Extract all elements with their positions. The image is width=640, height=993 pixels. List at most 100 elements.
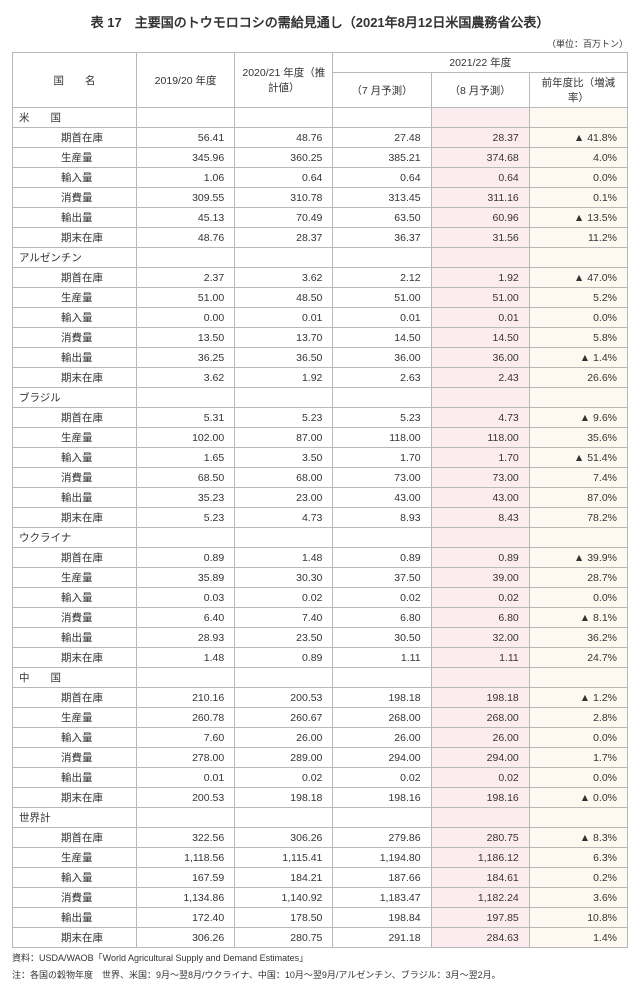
- header-aug: （8 月予測）: [431, 73, 529, 108]
- cell-2020: 48.76: [235, 128, 333, 148]
- header-2020: 2020/21 年度（推計値）: [235, 53, 333, 108]
- cell-pct: ▲ 1.4%: [529, 348, 627, 368]
- cell-jul: 37.50: [333, 568, 431, 588]
- metric-label: 輸出量: [13, 208, 137, 228]
- cell-2020: 70.49: [235, 208, 333, 228]
- cell-pct: 7.4%: [529, 468, 627, 488]
- cell-pct: 0.0%: [529, 168, 627, 188]
- cell-pct: ▲ 51.4%: [529, 448, 627, 468]
- metric-label: 期末在庫: [13, 508, 137, 528]
- cell-2019: 5.23: [137, 508, 235, 528]
- cell-jul: 1.11: [333, 648, 431, 668]
- cell-2019: 1.48: [137, 648, 235, 668]
- cell-2019: 56.41: [137, 128, 235, 148]
- metric-label: 輸出量: [13, 768, 137, 788]
- cell-pct: 0.0%: [529, 728, 627, 748]
- cell-jul: 36.00: [333, 348, 431, 368]
- metric-label: 生産量: [13, 288, 137, 308]
- cell-pct: 0.1%: [529, 188, 627, 208]
- cell-pct: 26.6%: [529, 368, 627, 388]
- metric-label: 消費量: [13, 748, 137, 768]
- cell-jul: 118.00: [333, 428, 431, 448]
- cell-2020: 289.00: [235, 748, 333, 768]
- cell-aug: 0.01: [431, 308, 529, 328]
- metric-label: 輸入量: [13, 588, 137, 608]
- metric-label: 輸入量: [13, 868, 137, 888]
- cell-aug: 26.00: [431, 728, 529, 748]
- cell-2020: 7.40: [235, 608, 333, 628]
- header-country: 国 名: [13, 53, 137, 108]
- cell-aug: 198.18: [431, 688, 529, 708]
- metric-label: 期首在庫: [13, 688, 137, 708]
- country-name: 米 国: [13, 108, 137, 128]
- cell-aug: 198.16: [431, 788, 529, 808]
- cell-2020: 0.64: [235, 168, 333, 188]
- metric-label: 期末在庫: [13, 788, 137, 808]
- cell-jul: 198.18: [333, 688, 431, 708]
- cell-pct: ▲ 0.0%: [529, 788, 627, 808]
- cell-aug: 374.68: [431, 148, 529, 168]
- metric-label: 消費量: [13, 188, 137, 208]
- cell-2020: 4.73: [235, 508, 333, 528]
- cell-pct: ▲ 41.8%: [529, 128, 627, 148]
- cell-aug: 43.00: [431, 488, 529, 508]
- cell-jul: 1,183.47: [333, 888, 431, 908]
- cell-jul: 8.93: [333, 508, 431, 528]
- cell-2019: 6.40: [137, 608, 235, 628]
- cell-2019: 0.00: [137, 308, 235, 328]
- cell-aug: 8.43: [431, 508, 529, 528]
- cell-aug: 0.89: [431, 548, 529, 568]
- cell-2020: 260.67: [235, 708, 333, 728]
- cell-2019: 278.00: [137, 748, 235, 768]
- cell-2020: 198.18: [235, 788, 333, 808]
- cell-pct: 36.2%: [529, 628, 627, 648]
- metric-label: 輸出量: [13, 908, 137, 928]
- table-header: 国 名 2019/20 年度 2020/21 年度（推計値） 2021/22 年…: [13, 53, 628, 108]
- cell-2020: 200.53: [235, 688, 333, 708]
- cell-2019: 51.00: [137, 288, 235, 308]
- cell-2019: 0.01: [137, 768, 235, 788]
- country-name: 世界計: [13, 808, 137, 828]
- cell-aug: 311.16: [431, 188, 529, 208]
- cell-aug: 284.63: [431, 928, 529, 948]
- cell-2020: 3.62: [235, 268, 333, 288]
- cell-aug: 184.61: [431, 868, 529, 888]
- cell-2020: 0.01: [235, 308, 333, 328]
- cell-2019: 200.53: [137, 788, 235, 808]
- cell-2020: 280.75: [235, 928, 333, 948]
- cell-pct: 0.2%: [529, 868, 627, 888]
- cell-2020: 360.25: [235, 148, 333, 168]
- cell-jul: 1.70: [333, 448, 431, 468]
- cell-aug: 268.00: [431, 708, 529, 728]
- cell-2019: 5.31: [137, 408, 235, 428]
- cell-aug: 0.02: [431, 768, 529, 788]
- country-name: 中 国: [13, 668, 137, 688]
- cell-2019: 3.62: [137, 368, 235, 388]
- header-2021: 2021/22 年度: [333, 53, 628, 73]
- cell-2019: 1.65: [137, 448, 235, 468]
- cell-pct: 5.8%: [529, 328, 627, 348]
- metric-label: 生産量: [13, 708, 137, 728]
- cell-pct: 0.0%: [529, 308, 627, 328]
- footer-note: 注：各国の穀物年度 世界、米国：9月〜翌8月/ウクライナ、中国：10月〜翌9月/…: [12, 969, 628, 982]
- cell-jul: 313.45: [333, 188, 431, 208]
- cell-jul: 36.37: [333, 228, 431, 248]
- cell-2020: 26.00: [235, 728, 333, 748]
- cell-aug: 1.70: [431, 448, 529, 468]
- cell-2019: 210.16: [137, 688, 235, 708]
- cell-jul: 43.00: [333, 488, 431, 508]
- cell-aug: 1,182.24: [431, 888, 529, 908]
- header-jul: （7 月予測）: [333, 73, 431, 108]
- cell-2020: 0.89: [235, 648, 333, 668]
- cell-2019: 309.55: [137, 188, 235, 208]
- cell-aug: 31.56: [431, 228, 529, 248]
- cell-pct: 3.6%: [529, 888, 627, 908]
- cell-pct: 35.6%: [529, 428, 627, 448]
- cell-pct: ▲ 47.0%: [529, 268, 627, 288]
- cell-2020: 1.92: [235, 368, 333, 388]
- cell-aug: 51.00: [431, 288, 529, 308]
- cell-pct: 78.2%: [529, 508, 627, 528]
- cell-jul: 0.64: [333, 168, 431, 188]
- cell-2020: 3.50: [235, 448, 333, 468]
- cell-2019: 1,134.86: [137, 888, 235, 908]
